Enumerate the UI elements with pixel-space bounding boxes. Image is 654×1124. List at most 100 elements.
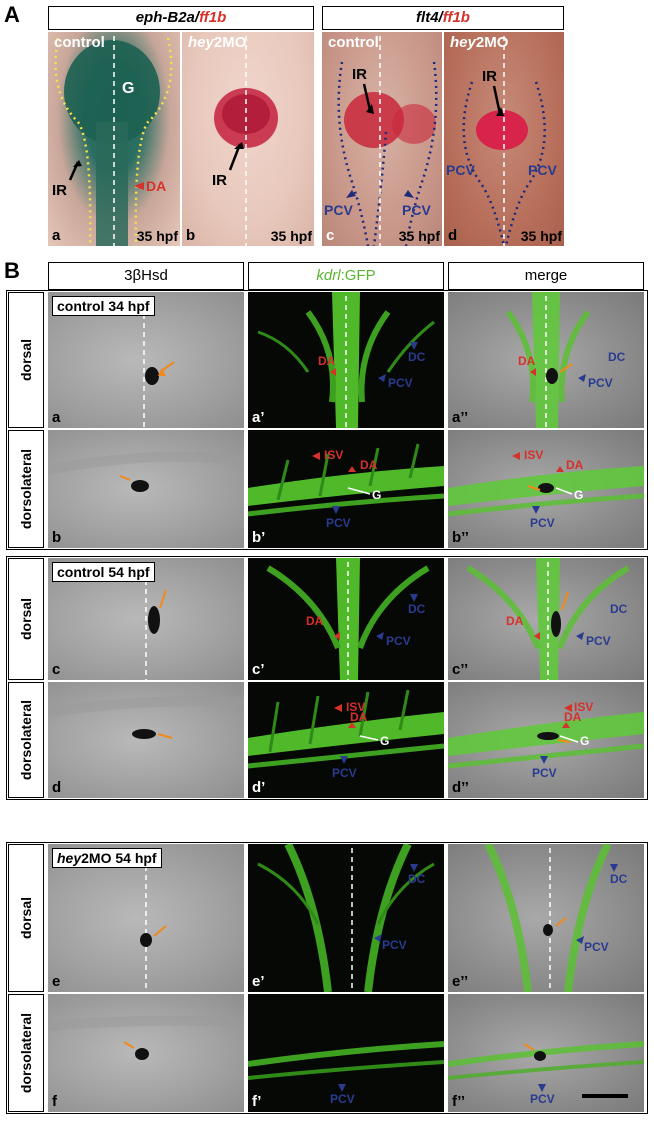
b-panel-a-prime-pcv: PCV [388, 376, 413, 390]
section-a-header-right: flt4/ff1b [322, 6, 564, 30]
b-panel-e-merge-dc: DC [610, 872, 628, 886]
a-panel-a: control G IR DA a 35 hpf [48, 32, 180, 246]
b-panel-b-prime-isv: ISV [324, 448, 344, 462]
a-panel-b-title-rest: 2MO [213, 34, 247, 51]
a-panel-a-hpf: 35 hpf [136, 228, 178, 244]
b-panel-e-prime: PCV DC e’ [248, 844, 444, 992]
b-panel-d-prime: ISV DA G PCV d’ [248, 682, 444, 798]
b-panel-e-prime-dc: DC [408, 872, 426, 886]
b-panel-b-merge-drawing [448, 452, 644, 517]
b-panel-c-prime-letter: c’ [252, 661, 265, 678]
b-panel-f-prime-drawing [248, 1041, 444, 1092]
row-label-3-text: dorsal [18, 597, 34, 641]
condition-label-hey2mo-54: hey2MO 54 hpf [52, 848, 162, 868]
a-panel-d-drawing [462, 36, 546, 246]
a-panel-c-label-ir: IR [352, 66, 367, 83]
a-panel-a-label-g: G [122, 80, 135, 97]
a-panel-d-label-ir: IR [482, 68, 497, 85]
a-panel-b-letter: b [186, 227, 196, 244]
b-panel-b-merge-isv: ISV [524, 448, 544, 462]
b-panel-b-merge-letter: b’’ [452, 529, 469, 546]
a-panel-c-letter: c [326, 227, 335, 244]
b-panel-c-letter: c [52, 661, 61, 678]
header-left-red: ff1b [199, 9, 227, 26]
b-panel-b-merge-g: G [574, 488, 584, 502]
b-panel-b-drawing [48, 451, 244, 492]
b-panel-f-letter: f [52, 1093, 57, 1110]
a-panel-a-drawing [54, 36, 173, 246]
b-panel-d-merge-g: G [580, 734, 590, 748]
a-panel-c: control IR PCV PCV c 35 hpf [322, 32, 442, 246]
b-panel-a-merge: DA PCV DC a’’ [448, 292, 644, 428]
b-panel-e-merge-letter: e’’ [452, 973, 469, 990]
b-panel-e-prime-letter: e’ [252, 973, 265, 990]
a-panel-d-title-italic: hey [450, 34, 476, 51]
b-panel-c-prime-dc: DC [408, 602, 426, 616]
b-panel-f-merge-letter: f’’ [452, 1093, 466, 1110]
b-panel-b-prime-letter: b’ [252, 529, 266, 546]
b-panel-a-prime-drawing [257, 292, 435, 428]
b-panel-f-prime: PCV f’ [248, 994, 444, 1112]
b-panel-e-prime-drawing [257, 844, 435, 992]
b-panel-c-merge-da: DA [506, 614, 524, 628]
b-panel-d-merge: ISV DA G PCV d’’ [448, 682, 644, 798]
b-panel-a-prime-dc: DC [408, 350, 426, 364]
b-panel-d-merge-pcv: PCV [532, 766, 557, 780]
b-panel-b-prime: ISV DA G PCV b’ [248, 430, 444, 548]
b-panel-a-merge-dc: DC [608, 350, 626, 364]
b-panel-a-merge-pcv: PCV [588, 376, 613, 390]
b-panel-e-merge: PCV DC e’’ [448, 844, 644, 992]
a-panel-b-title-italic: hey [188, 34, 214, 51]
b-panel-e-letter: e [52, 973, 61, 990]
row-label-3: dorsal [8, 558, 44, 680]
col-header-merge: merge [448, 262, 644, 290]
b-panel-a-drawing [143, 296, 175, 428]
b-panel-c-merge-drawing [466, 558, 630, 680]
b-panel-e-drawing [140, 848, 167, 992]
b-panel-c-prime-pcv: PCV [386, 634, 411, 648]
header-right-sep: / [438, 9, 443, 26]
b-panel-b-merge: ISV DA G PCV b’’ [448, 430, 644, 548]
b-panel-a: control 34 hpf a [48, 292, 244, 428]
b-panel-d-drawing [48, 696, 244, 739]
a-panel-d-label-pcv-left: PCV [446, 162, 475, 178]
header-right-red: ff1b [442, 9, 470, 26]
a-panel-a-title: control [54, 34, 105, 51]
b-panel-a-letter: a [52, 409, 61, 426]
a-panel-a-label-ir: IR [52, 182, 67, 199]
a-panel-d-title: hey2MO [450, 34, 508, 51]
b-panel-b: b [48, 430, 244, 548]
section-b-letter: B [4, 258, 20, 283]
b-panel-a-merge-da: DA [518, 354, 536, 368]
row-label-1: dorsal [8, 292, 44, 428]
a-panel-a-label-da: DA [146, 178, 167, 194]
condition-hey-rest: 2MO 54 hpf [81, 850, 157, 866]
row-label-6-text: dorsolateral [18, 1012, 34, 1094]
b-panel-a-prime-letter: a’ [252, 409, 265, 426]
b-panel-c: control 54 hpf c [48, 558, 244, 680]
col-header-3bhsd-text: 3βHsd [124, 267, 168, 284]
condition-label-control-54: control 54 hpf [52, 562, 155, 582]
a-panel-c-label-pcv-left: PCV [324, 202, 353, 218]
b-panel-b-prime-drawing [248, 443, 444, 517]
b-panel-a-prime: DA PCV DC a’ [248, 292, 444, 428]
b-panel-d-prime-pcv: PCV [332, 766, 357, 780]
row-label-2-text: dorsolateral [18, 448, 34, 530]
a-panel-b: hey2MO IR b 35 hpf [182, 32, 314, 246]
a-panel-d-title-rest: 2MO [475, 34, 509, 51]
b-panel-d-prime-g: G [380, 734, 390, 748]
header-right-gene: flt4 [416, 9, 439, 26]
b-panel-c-merge-dc: DC [610, 602, 628, 616]
b-panel-c-merge-pcv: PCV [586, 634, 611, 648]
col-header-gfp: :GFP [340, 267, 376, 284]
row-label-4-text: dorsolateral [18, 699, 34, 781]
a-panel-b-drawing [214, 36, 278, 246]
b-panel-f: f [48, 994, 244, 1112]
b-panel-e-merge-drawing [484, 844, 618, 992]
header-left-gene: eph-B2a [135, 9, 195, 26]
a-panel-c-title: control [328, 34, 379, 51]
a-panel-c-hpf: 35 hpf [398, 228, 440, 244]
b-panel-b-prime-pcv: PCV [326, 516, 351, 530]
row-label-2: dorsolateral [8, 430, 44, 548]
b-panel-c-prime-drawing [266, 558, 430, 680]
